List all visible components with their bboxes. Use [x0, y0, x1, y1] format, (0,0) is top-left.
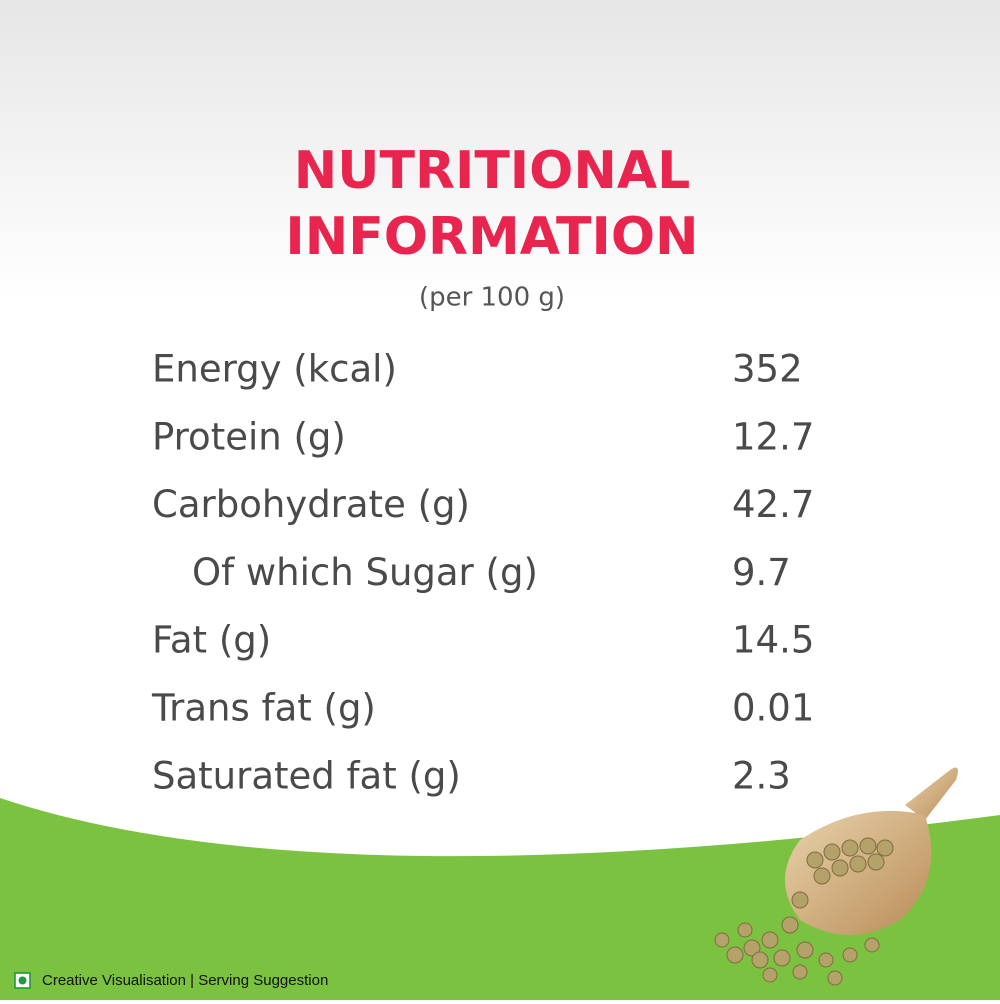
nutrient-label: Energy (kcal): [152, 348, 397, 391]
nutrient-label: Protein (g): [152, 415, 346, 458]
veg-icon: [14, 972, 31, 989]
subtitle: (per 100 g): [419, 283, 565, 313]
scoop-illustration: [714, 767, 958, 986]
nutrient-value: 14.5: [732, 619, 814, 662]
footer-note: Creative Visualisation | Serving Suggest…: [42, 972, 328, 989]
nutrient-label: Of which Sugar (g): [192, 551, 538, 594]
nutrient-value: 42.7: [732, 483, 814, 526]
nutrient-value: 2.3: [732, 754, 791, 797]
nutrient-label: Carbohydrate (g): [152, 483, 470, 526]
nutrient-value: 352: [732, 348, 803, 391]
nutrient-value: 12.7: [732, 415, 814, 458]
nutrient-label: Trans fat (g): [151, 687, 376, 730]
nutrient-label: Fat (g): [152, 619, 271, 662]
title-line: INFORMATION: [285, 207, 698, 267]
title-line: NUTRITIONAL: [294, 141, 691, 201]
nutrient-value: 0.01: [732, 687, 814, 730]
nutrient-label: Saturated fat (g): [152, 754, 461, 797]
nutrition-table: Energy (kcal) 352 Protein (g) 12.7 Carbohydr…: [151, 348, 814, 798]
nutrient-value: 9.7: [732, 551, 791, 594]
